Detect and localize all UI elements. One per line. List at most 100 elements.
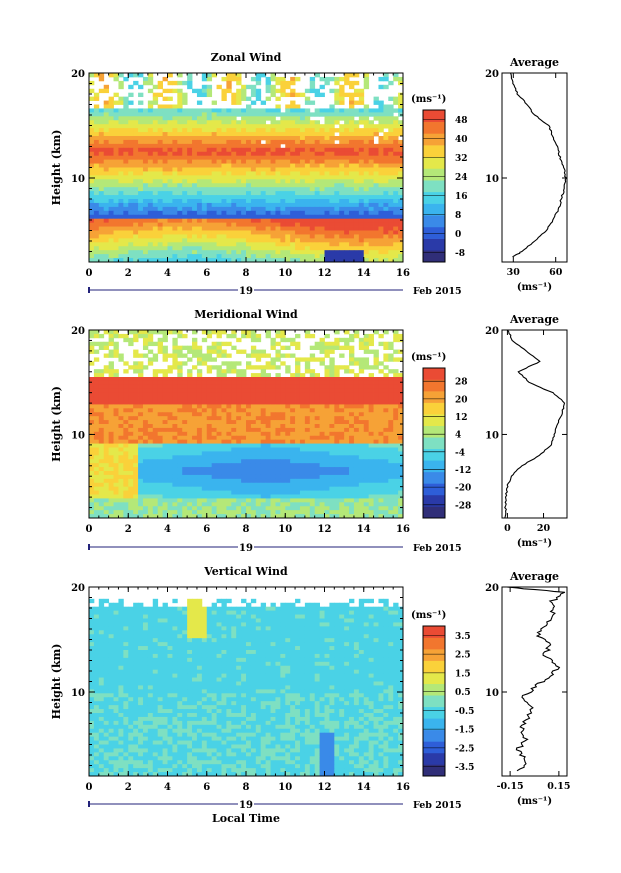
heatmap-cell <box>388 353 394 358</box>
heatmap-cell <box>393 136 399 141</box>
heatmap-cell <box>93 451 100 456</box>
heatmap-cell <box>172 451 178 456</box>
heatmap-cell <box>216 353 222 358</box>
heatmap-cell <box>344 254 350 259</box>
heatmap-cell <box>113 171 119 176</box>
heatmap-cell <box>128 404 134 409</box>
heatmap-cell <box>236 136 242 141</box>
heatmap-cell <box>113 435 119 441</box>
heatmap-cell <box>167 226 173 231</box>
heatmap-cell <box>349 463 355 468</box>
heatmap-cell <box>339 447 345 452</box>
heatmap-cell <box>172 254 178 259</box>
heatmap-cell <box>373 258 379 263</box>
heatmap-cell <box>363 128 370 133</box>
heatmap-cell <box>226 443 232 448</box>
heatmap-cell <box>353 246 360 251</box>
heatmap-cell <box>196 463 203 468</box>
heatmap-cell <box>231 163 237 168</box>
heatmap-cell <box>398 210 404 216</box>
heatmap-cell <box>388 218 394 224</box>
heatmap-cell <box>314 400 320 405</box>
heatmap-cell <box>265 250 271 255</box>
heatmap-cell <box>167 136 173 141</box>
heatmap-cell <box>378 455 384 460</box>
heatmap-cell <box>128 226 134 231</box>
heatmap-cell <box>152 242 159 247</box>
heatmap-cell <box>250 380 257 386</box>
heatmap-cell <box>231 175 237 180</box>
heatmap-cell <box>98 222 105 227</box>
heatmap-cell <box>285 416 291 421</box>
heatmap-cell <box>285 392 291 397</box>
heatmap-cell <box>89 151 95 157</box>
heatmap-cell <box>167 183 173 188</box>
heatmap-cell <box>201 357 208 362</box>
heatmap-cell <box>329 155 335 161</box>
heatmap-cell <box>319 388 325 394</box>
heatmap-cell <box>182 380 188 386</box>
heatmap-cell <box>260 254 267 259</box>
heatmap-cell <box>147 459 154 464</box>
heatmap-cell <box>373 210 379 216</box>
heatmap-cell <box>231 420 237 425</box>
heatmap-cell <box>128 400 134 405</box>
heatmap-cell <box>162 214 168 220</box>
heatmap-cell <box>373 214 379 220</box>
heatmap-cell <box>378 388 384 394</box>
heatmap-cell <box>172 88 178 94</box>
heatmap-cell <box>157 420 163 425</box>
heatmap-cell <box>142 420 149 425</box>
heatmap-cell <box>349 333 355 339</box>
heatmap-cell <box>378 218 384 224</box>
heatmap-cell <box>373 195 379 200</box>
heatmap-cell <box>221 396 227 401</box>
heatmap-cell <box>128 396 134 401</box>
heatmap-cell <box>363 463 370 468</box>
heatmap-cell <box>93 420 100 425</box>
heatmap-cell <box>285 147 291 153</box>
heatmap-cell <box>216 400 222 405</box>
heatmap-cell <box>118 404 124 409</box>
heatmap-cell <box>172 455 178 460</box>
heatmap-cell <box>299 202 306 208</box>
heatmap-cell <box>334 400 340 405</box>
heatmap-cell <box>280 404 286 409</box>
heatmap-cell <box>123 463 129 468</box>
heatmap-cell <box>378 171 384 176</box>
heatmap-cell <box>314 384 320 390</box>
heatmap-cell <box>167 451 173 456</box>
heatmap-cell <box>295 471 301 476</box>
heatmap-cell <box>260 447 267 452</box>
heatmap-cell <box>280 147 286 153</box>
heatmap-cell <box>324 451 330 456</box>
heatmap-cell <box>142 139 149 145</box>
heatmap-cell <box>363 139 370 145</box>
heatmap-cell <box>246 416 252 421</box>
heatmap-cell <box>314 218 320 224</box>
heatmap-cell <box>309 136 316 141</box>
heatmap-cell <box>285 116 291 121</box>
heatmap-cell <box>118 167 124 172</box>
heatmap-cell <box>368 333 374 339</box>
heatmap-cell <box>98 467 105 472</box>
heatmap-cell <box>309 459 316 464</box>
heatmap-cell <box>260 116 267 121</box>
heatmap-cell <box>226 136 232 141</box>
heatmap-cell <box>192 230 198 235</box>
heatmap-cell <box>123 427 129 433</box>
heatmap-cell <box>246 238 252 243</box>
heatmap-cell <box>177 459 183 464</box>
heatmap-cell <box>358 396 365 401</box>
heatmap-cell <box>309 424 316 429</box>
heatmap-cell <box>246 246 252 251</box>
heatmap-cell <box>98 463 105 468</box>
heatmap-cell <box>187 373 193 378</box>
heatmap-cell <box>344 191 350 196</box>
heatmap-cell <box>236 155 242 161</box>
heatmap-cell <box>182 195 188 200</box>
heatmap-cell <box>250 191 257 196</box>
heatmap-cell <box>187 159 193 164</box>
heatmap-cell <box>192 187 198 192</box>
heatmap-cell <box>152 463 159 468</box>
